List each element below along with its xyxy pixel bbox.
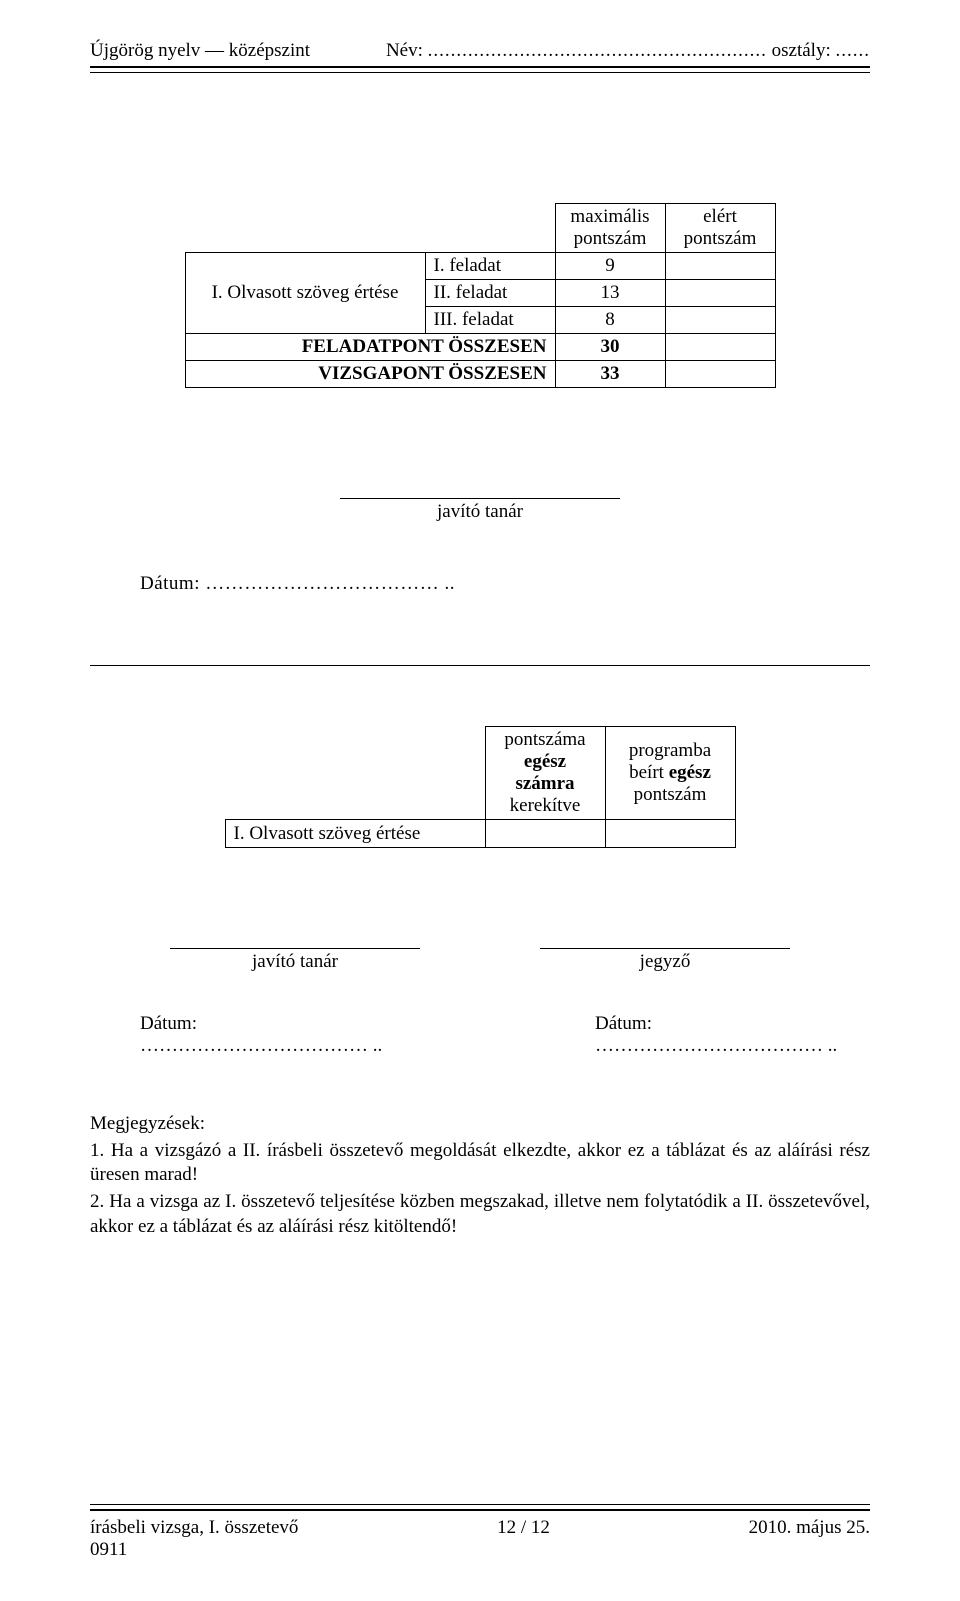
header-rule-thick (90, 66, 870, 68)
task-2-earned[interactable] (665, 280, 775, 307)
footer-left: írásbeli vizsga, I. összetevő (90, 1517, 298, 1539)
date1-label: Dátum: (140, 573, 200, 594)
page-header: Újgörög nyelv — középszint Név: ........… (90, 40, 870, 62)
total-exam-label: VIZSGAPONT ÖSSZESEN (185, 361, 555, 388)
date1-term: .. (445, 573, 456, 594)
signature-registrar[interactable]: jegyző (540, 948, 790, 973)
name-dots[interactable]: ........................................… (428, 40, 767, 61)
date2r-term: .. (828, 1035, 838, 1056)
date2l-label: Dátum: (140, 1013, 197, 1034)
date1-dots: ……………………………… (205, 573, 439, 594)
t2-c2-l4: kerekítve (510, 795, 581, 816)
footer-row: írásbeli vizsga, I. összetevő 12 / 12 20… (90, 1517, 870, 1539)
t2-program-value[interactable] (605, 820, 735, 848)
footer-rule-thick (90, 1509, 870, 1511)
total-task-max: 30 (555, 334, 665, 361)
col-max-header-l1: maximális (570, 206, 649, 227)
program-table-wrap: pontszáma egész számra kerekítve program… (90, 726, 870, 848)
task-3-max: 8 (555, 307, 665, 334)
total-task-earned[interactable] (665, 334, 775, 361)
class-dots[interactable]: ...... (836, 40, 871, 61)
t2-rounded-value[interactable] (485, 820, 605, 848)
name-label: Név: (386, 40, 423, 61)
footer-right: 2010. május 25. (749, 1517, 870, 1539)
t2-c2-l2: egész (524, 751, 566, 772)
col-max-header: maximális pontszám (555, 204, 665, 253)
task-2-label: II. feladat (425, 280, 555, 307)
total-exam-max: 33 (555, 361, 665, 388)
signature-registrar-label: jegyző (640, 951, 691, 972)
task-1-earned[interactable] (665, 253, 775, 280)
date2r-label: Dátum: (595, 1013, 652, 1034)
date2l-dots: ……………………………… (140, 1035, 368, 1056)
signature-row-2: javító tanár jegyző (90, 948, 870, 973)
col-earned-header: elért pontszám (665, 204, 775, 253)
total-task-label: FELADATPONT ÖSSZESEN (185, 334, 555, 361)
footer-code: 0911 (90, 1539, 870, 1561)
page-footer: írásbeli vizsga, I. összetevő 12 / 12 20… (90, 1504, 870, 1561)
section-label: I. Olvasott szöveg értése (185, 253, 425, 334)
t2-c3-l1: programba (629, 740, 711, 761)
t2-col2-header: pontszáma egész számra kerekítve (485, 727, 605, 820)
score-table: maximális pontszám elért pontszám I. Olv… (185, 203, 776, 388)
t2-row-label: I. Olvasott szöveg értése (225, 820, 485, 848)
date-2-right[interactable]: Dátum: ……………………………… .. (595, 1013, 870, 1057)
task-2-max: 13 (555, 280, 665, 307)
task-1-label: I. feladat (425, 253, 555, 280)
total-exam-earned[interactable] (665, 361, 775, 388)
t2-c2-l1: pontszáma (504, 729, 585, 750)
signature-corrector-1[interactable]: javító tanár (340, 498, 620, 523)
subject-level: Újgörög nyelv — középszint (90, 40, 310, 62)
t2-c3-l3: pontszám (634, 784, 707, 805)
notes-heading: Megjegyzések: (90, 1112, 870, 1137)
date2l-term: .. (373, 1035, 383, 1056)
footer-center: 12 / 12 (497, 1517, 550, 1539)
t2-c3-l2b: egész (669, 762, 711, 783)
footer-rule-thin (90, 1504, 870, 1505)
t2-col3-header: programba beírt egész pontszám (605, 727, 735, 820)
notes-item-1: 1. Ha a vizsgázó a II. írásbeli összetev… (90, 1139, 870, 1188)
col-max-header-l2: pontszám (574, 228, 647, 249)
t2-c3-l2a: beírt (629, 762, 669, 783)
t2-c2-l3: számra (515, 773, 574, 794)
col-earned-header-l1: elért (703, 206, 737, 227)
date-2-left[interactable]: Dátum: ……………………………… .. (140, 1013, 415, 1057)
signature-corrector-1-label: javító tanár (437, 501, 523, 522)
date-line-1[interactable]: Dátum: ……………………………… .. (140, 573, 870, 595)
mid-divider (90, 665, 870, 666)
signature-corrector-2[interactable]: javító tanár (170, 948, 420, 973)
name-class-fields: Név: ...................................… (386, 40, 870, 62)
header-rule-thin (90, 72, 870, 73)
exam-page: Újgörög nyelv — középszint Név: ........… (0, 0, 960, 1601)
col-earned-header-l2: pontszám (684, 228, 757, 249)
task-3-earned[interactable] (665, 307, 775, 334)
task-3-label: III. feladat (425, 307, 555, 334)
task-1-max: 9 (555, 253, 665, 280)
class-label: osztály: (772, 40, 831, 61)
signature-corrector-2-label: javító tanár (252, 951, 338, 972)
date-row-2: Dátum: ……………………………… .. Dátum: …………………………… (140, 1013, 870, 1057)
program-table: pontszáma egész számra kerekítve program… (225, 726, 736, 848)
notes-item-2: 2. Ha a vizsga az I. összetevő teljesíté… (90, 1190, 870, 1239)
notes-section: Megjegyzések: 1. Ha a vizsgázó a II. írá… (90, 1112, 870, 1239)
date2r-dots: ……………………………… (595, 1035, 823, 1056)
